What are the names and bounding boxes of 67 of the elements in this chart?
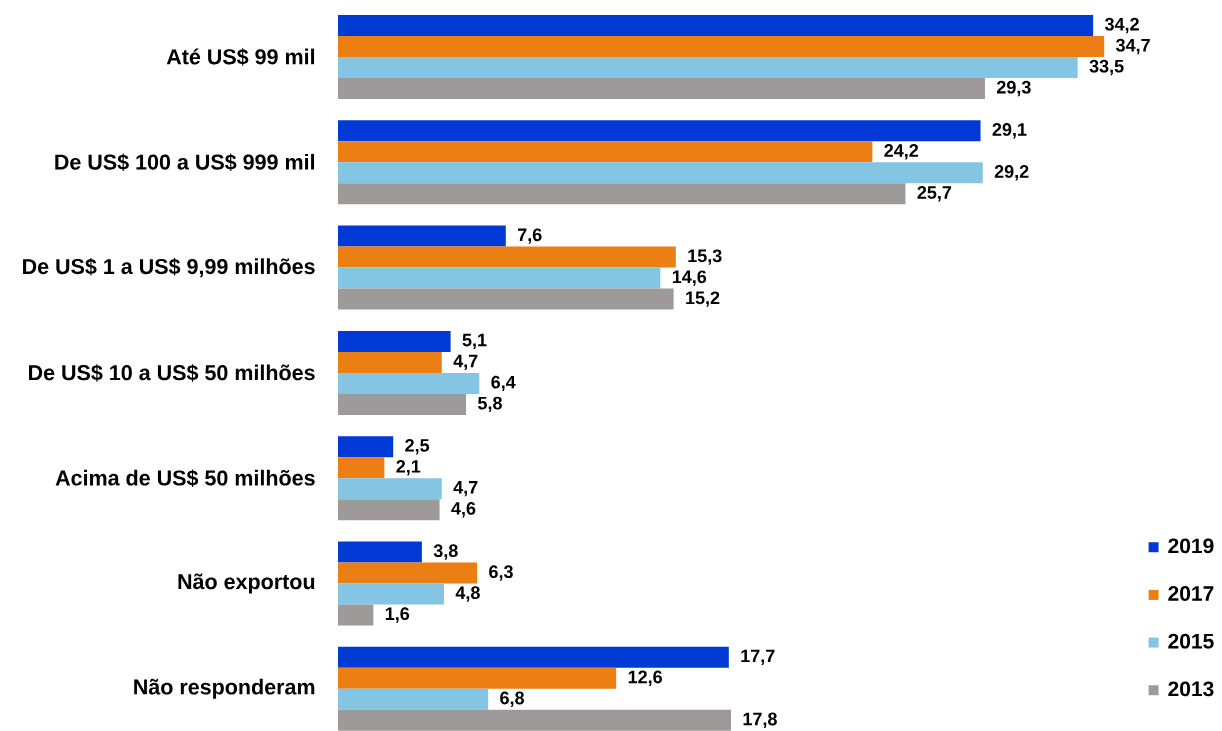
- data-label: 1,6: [385, 607, 410, 623]
- y-tick-label: Até US$ 99 mil: [166, 48, 315, 66]
- data-label: 6,4: [491, 375, 516, 392]
- bar: [338, 77, 985, 99]
- data-label: 5,8: [478, 396, 502, 413]
- bar: [338, 330, 451, 352]
- bar: [338, 14, 1094, 36]
- bar: [338, 351, 442, 373]
- bar: [338, 372, 480, 394]
- bar: [338, 646, 729, 668]
- data-label: 2,1: [396, 460, 421, 476]
- data-label: 4,7: [453, 354, 478, 370]
- y-tick-label: De US$ 1 a US$ 9,99 milhões: [23, 257, 315, 278]
- data-label: 33,5: [1089, 59, 1124, 76]
- legend-label: 2015: [1168, 633, 1214, 649]
- data-label: 34,7: [1115, 38, 1150, 55]
- bar: [338, 288, 674, 310]
- y-tick-label: Não responderam: [134, 678, 315, 699]
- bar: [338, 604, 374, 626]
- bar: [338, 246, 676, 268]
- data-label: 5,1: [462, 333, 487, 349]
- bar: [338, 120, 981, 142]
- data-label: 4,8: [455, 586, 480, 602]
- data-label: 3,8: [433, 544, 458, 560]
- data-label: 6,8: [500, 691, 525, 707]
- data-label: 15,3: [688, 249, 722, 265]
- data-label: 7,6: [517, 228, 542, 244]
- legend-label: 2013: [1168, 681, 1214, 697]
- data-label: 2,5: [405, 439, 430, 455]
- data-label: 34,2: [1104, 17, 1139, 34]
- bar: [338, 541, 422, 563]
- data-label: 17,8: [743, 712, 777, 728]
- bar: [338, 56, 1078, 78]
- bar: [338, 436, 394, 458]
- data-label: 24,2: [884, 144, 919, 160]
- data-label: 25,7: [917, 186, 952, 202]
- bar: [338, 267, 661, 289]
- bar: [338, 183, 906, 205]
- y-tick-label: De US$ 100 a US$ 999 mil: [55, 153, 315, 172]
- y-tick-label: De US$ 10 a US$ 50 milhões: [29, 364, 315, 382]
- data-label: 29,1: [992, 123, 1027, 139]
- bar: [338, 667, 617, 689]
- data-label: 4,7: [453, 481, 478, 497]
- bar: [338, 562, 478, 584]
- bar: [338, 393, 467, 415]
- data-label: 29,3: [996, 80, 1031, 97]
- data-label: 4,6: [451, 502, 476, 518]
- data-label: 29,2: [994, 165, 1029, 181]
- bar: [338, 141, 873, 163]
- data-label: 17,7: [741, 649, 775, 665]
- data-label: 12,6: [628, 670, 662, 686]
- data-label: 15,2: [686, 291, 720, 307]
- bar: [338, 162, 983, 184]
- bar: [338, 478, 442, 500]
- bar: [338, 225, 506, 247]
- legend-label: 2017: [1168, 586, 1214, 601]
- data-label: 6,3: [489, 565, 513, 581]
- bar: [338, 688, 489, 710]
- bar: [338, 35, 1105, 57]
- bar: [338, 457, 385, 479]
- bar: [338, 709, 732, 731]
- bar: [338, 583, 444, 605]
- bar: [338, 499, 440, 521]
- y-tick-label: Não exportou: [178, 573, 315, 594]
- legend-label: 2019: [1168, 538, 1214, 554]
- y-tick-label: Acima de US$ 50 milhões: [55, 469, 315, 487]
- data-label: 14,6: [672, 270, 707, 286]
